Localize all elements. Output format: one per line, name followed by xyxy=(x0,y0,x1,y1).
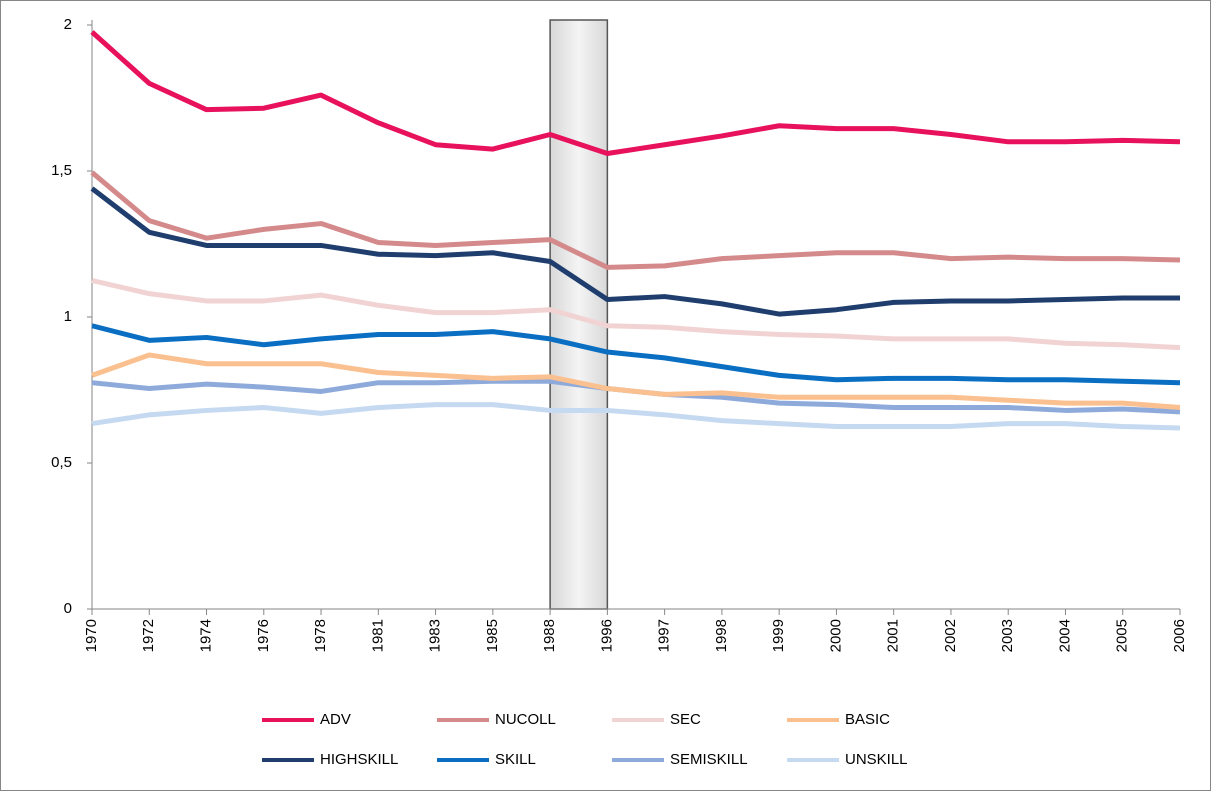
legend-label: BASIC xyxy=(845,711,890,728)
series-line xyxy=(91,402,1181,431)
x-tick-label: 1983 xyxy=(427,619,444,652)
x-tick-label: 1996 xyxy=(598,619,615,652)
x-tick-label: 2002 xyxy=(942,619,959,652)
x-tick-label: 1976 xyxy=(255,619,272,652)
series-line xyxy=(90,186,1180,317)
legend-label: ADV xyxy=(320,711,351,728)
x-tick-label: 1998 xyxy=(713,619,730,652)
x-tick-label: 1974 xyxy=(197,619,214,652)
x-tick-label: 2003 xyxy=(999,619,1016,652)
series-line xyxy=(90,30,1181,156)
y-tick-label: 1 xyxy=(64,308,72,325)
legend-label: NUCOLL xyxy=(495,711,556,728)
series-line xyxy=(91,352,1181,411)
y-tick-label: 0,5 xyxy=(51,454,72,471)
y-tick-label: 2 xyxy=(64,16,72,33)
x-tick-label: 2005 xyxy=(1114,619,1131,652)
x-tick-label: 1972 xyxy=(140,619,157,652)
legend-label: SEMISKILL xyxy=(670,751,748,768)
x-tick-label: 2000 xyxy=(827,619,844,652)
legend-label: SEC xyxy=(670,711,701,728)
x-tick-label: 1981 xyxy=(369,619,386,652)
x-tick-label: 2001 xyxy=(885,619,902,652)
series-line xyxy=(91,278,1181,351)
x-tick-label: 1970 xyxy=(83,619,100,652)
x-tick-label: 2006 xyxy=(1171,619,1188,652)
x-tick-label: 1988 xyxy=(541,619,558,652)
x-tick-label: 1999 xyxy=(770,619,787,652)
series-line xyxy=(90,170,1181,270)
series-line xyxy=(91,323,1181,386)
x-tick-label: 1978 xyxy=(312,619,329,652)
legend-label: HIGHSKILL xyxy=(320,751,398,768)
x-tick-label: 2004 xyxy=(1056,619,1073,652)
legend-label: UNSKILL xyxy=(845,751,908,768)
y-tick-label: 1,5 xyxy=(51,162,72,179)
y-tick-label: 0 xyxy=(64,600,72,617)
legend-label: SKILL xyxy=(495,751,536,768)
x-tick-label: 1997 xyxy=(656,619,673,652)
x-tick-label: 1985 xyxy=(484,619,501,652)
